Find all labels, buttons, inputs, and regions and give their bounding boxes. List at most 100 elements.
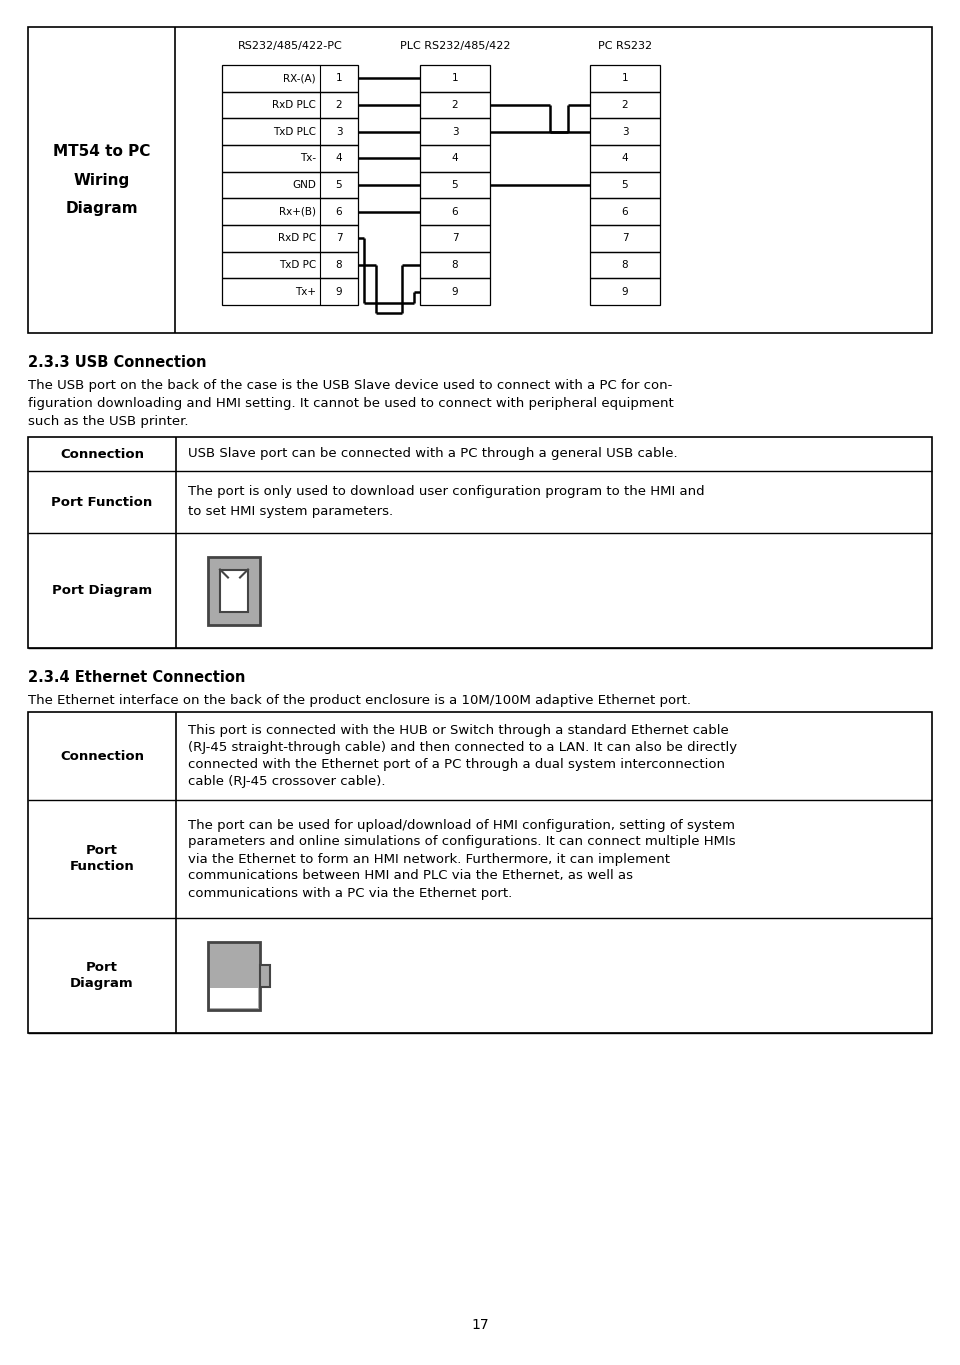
Text: 8: 8 (452, 259, 458, 270)
Text: 2.3.3 USB Connection: 2.3.3 USB Connection (28, 355, 206, 370)
Bar (28, 713, 932, 1033)
Bar (222, 119, 358, 145)
Bar (420, 198, 490, 225)
Text: 5: 5 (452, 180, 458, 190)
Bar (590, 225, 660, 251)
Text: connected with the Ethernet port of a PC through a dual system interconnection: connected with the Ethernet port of a PC… (188, 758, 725, 771)
Text: 3: 3 (452, 127, 458, 136)
Bar (590, 198, 660, 225)
Text: PC RS232: PC RS232 (598, 41, 652, 51)
Bar (420, 172, 490, 198)
Text: RX-(A): RX-(A) (283, 74, 316, 83)
Bar (222, 91, 358, 119)
Text: 9: 9 (336, 287, 343, 296)
Bar (420, 145, 490, 172)
Text: GND: GND (292, 180, 316, 190)
Text: Wiring: Wiring (73, 172, 130, 187)
Text: 7: 7 (452, 233, 458, 243)
Text: Tx+: Tx+ (295, 287, 316, 296)
Text: figuration downloading and HMI setting. It cannot be used to connect with periph: figuration downloading and HMI setting. … (28, 397, 674, 410)
Text: Tx-: Tx- (300, 153, 316, 164)
Bar (590, 278, 660, 304)
Text: RxD PC: RxD PC (277, 233, 316, 243)
Text: 2.3.4 Ethernet Connection: 2.3.4 Ethernet Connection (28, 670, 246, 685)
Text: to set HMI system parameters.: to set HMI system parameters. (188, 505, 394, 519)
Bar (420, 278, 490, 304)
Text: 3: 3 (622, 127, 628, 136)
Bar (590, 251, 660, 278)
Text: The port can be used for upload/download of HMI configuration, setting of system: The port can be used for upload/download… (188, 819, 735, 831)
Text: USB Slave port can be connected with a PC through a general USB cable.: USB Slave port can be connected with a P… (188, 448, 678, 460)
Bar (210, 987, 258, 1007)
Text: 3: 3 (336, 127, 343, 136)
Text: communications between HMI and PLC via the Ethernet, as well as: communications between HMI and PLC via t… (188, 870, 633, 883)
Bar (590, 91, 660, 119)
Text: Rx+(B): Rx+(B) (279, 206, 316, 217)
Text: The port is only used to download user configuration program to the HMI and: The port is only used to download user c… (188, 486, 705, 498)
Text: 1: 1 (452, 74, 458, 83)
Bar (590, 119, 660, 145)
Text: 17: 17 (471, 1319, 489, 1332)
Text: The USB port on the back of the case is the USB Slave device used to connect wit: The USB port on the back of the case is … (28, 379, 672, 392)
Text: Port: Port (86, 961, 118, 975)
Text: 4: 4 (622, 153, 628, 164)
Text: 6: 6 (336, 206, 343, 217)
Text: 5: 5 (622, 180, 628, 190)
Text: Port Diagram: Port Diagram (52, 584, 152, 597)
Text: Function: Function (70, 860, 134, 874)
Bar (222, 172, 358, 198)
Text: Diagram: Diagram (65, 201, 138, 216)
Text: MT54 to PC: MT54 to PC (53, 145, 150, 160)
Text: 9: 9 (452, 287, 458, 296)
Text: Port: Port (86, 845, 118, 857)
Text: 9: 9 (622, 287, 628, 296)
Text: 8: 8 (336, 259, 343, 270)
Bar (208, 942, 260, 1010)
Text: Diagram: Diagram (70, 977, 133, 990)
Text: Connection: Connection (60, 448, 144, 460)
Text: The Ethernet interface on the back of the product enclosure is a 10M/100M adapti: The Ethernet interface on the back of th… (28, 693, 691, 707)
Text: 8: 8 (622, 259, 628, 270)
Bar (420, 119, 490, 145)
Bar (28, 27, 932, 333)
Text: 2: 2 (452, 100, 458, 111)
Text: parameters and online simulations of configurations. It can connect multiple HMI: parameters and online simulations of con… (188, 835, 735, 849)
Text: PLC RS232/485/422: PLC RS232/485/422 (399, 41, 511, 51)
Text: 2: 2 (336, 100, 343, 111)
Text: (RJ-45 straight-through cable) and then connected to a LAN. It can also be direc: (RJ-45 straight-through cable) and then … (188, 741, 737, 753)
Text: such as the USB printer.: such as the USB printer. (28, 415, 188, 429)
Text: 4: 4 (336, 153, 343, 164)
Text: 4: 4 (452, 153, 458, 164)
Text: RS232/485/422-PC: RS232/485/422-PC (238, 41, 343, 51)
Text: Connection: Connection (60, 749, 144, 763)
Bar (222, 198, 358, 225)
Bar (28, 437, 932, 648)
Text: 7: 7 (336, 233, 343, 243)
Text: TxD PLC: TxD PLC (273, 127, 316, 136)
Text: 6: 6 (452, 206, 458, 217)
Bar (590, 145, 660, 172)
Bar (260, 965, 270, 987)
Text: 1: 1 (622, 74, 628, 83)
Text: TxD PC: TxD PC (278, 259, 316, 270)
Bar (222, 225, 358, 251)
Bar (222, 278, 358, 304)
Text: RxD PLC: RxD PLC (272, 100, 316, 111)
Bar (420, 66, 490, 91)
Text: via the Ethernet to form an HMI network. Furthermore, it can implement: via the Ethernet to form an HMI network.… (188, 853, 670, 865)
Text: communications with a PC via the Ethernet port.: communications with a PC via the Etherne… (188, 886, 513, 900)
Bar (420, 91, 490, 119)
Text: 5: 5 (336, 180, 343, 190)
Bar (590, 172, 660, 198)
Bar (222, 251, 358, 278)
Bar (420, 251, 490, 278)
Bar (222, 66, 358, 91)
Text: 6: 6 (622, 206, 628, 217)
Bar (222, 145, 358, 172)
Bar (420, 225, 490, 251)
Bar (220, 569, 248, 612)
Bar (590, 66, 660, 91)
Text: 2: 2 (622, 100, 628, 111)
Text: 7: 7 (622, 233, 628, 243)
Bar (208, 557, 260, 625)
